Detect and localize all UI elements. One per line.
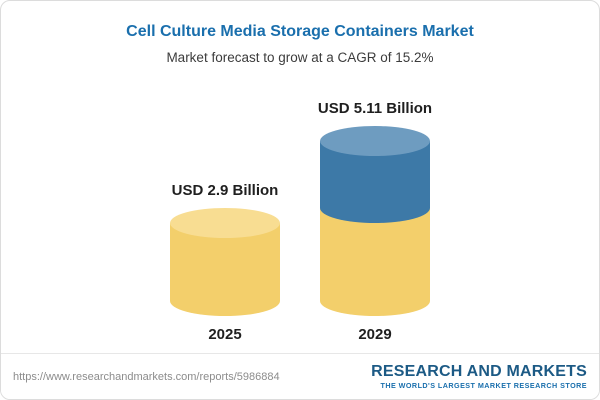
chart-subtitle: Market forecast to grow at a CAGR of 15.… xyxy=(166,50,434,65)
cylinder-2025-top-ellipse xyxy=(170,208,280,238)
source-url: https://www.researchandmarkets.com/repor… xyxy=(13,370,280,383)
cylinder-2025-body xyxy=(170,223,280,316)
category-label-2025: 2025 xyxy=(208,326,242,343)
category-label-2029: 2029 xyxy=(358,326,392,343)
cylinder-2029 xyxy=(320,126,430,316)
value-label-2029: USD 5.11 Billion xyxy=(317,100,433,117)
cylinder-2025 xyxy=(170,208,280,316)
footer: https://www.researchandmarkets.com/repor… xyxy=(1,353,599,399)
cylinder-2029-top-ellipse xyxy=(320,126,430,156)
plot-area: USD 2.9 Billion 2025 USD 5.11 Billion 20… xyxy=(1,100,599,343)
chart-title: Cell Culture Media Storage Containers Ma… xyxy=(126,23,474,40)
research-and-markets-logo: RESEARCH AND MARKETS THE WORLD'S LARGEST… xyxy=(371,363,587,391)
cylinder-2029-growth-segment xyxy=(320,126,430,223)
bar-group-2029: USD 5.11 Billion 2029 xyxy=(300,100,450,343)
logo-tagline: THE WORLD'S LARGEST MARKET RESEARCH STOR… xyxy=(380,381,587,391)
logo-title: RESEARCH AND MARKETS xyxy=(371,362,587,380)
bar-group-2025: USD 2.9 Billion 2025 xyxy=(150,182,300,343)
value-label-2025: USD 2.9 Billion xyxy=(171,182,279,199)
cylinder-2029-base-segment xyxy=(320,208,430,316)
